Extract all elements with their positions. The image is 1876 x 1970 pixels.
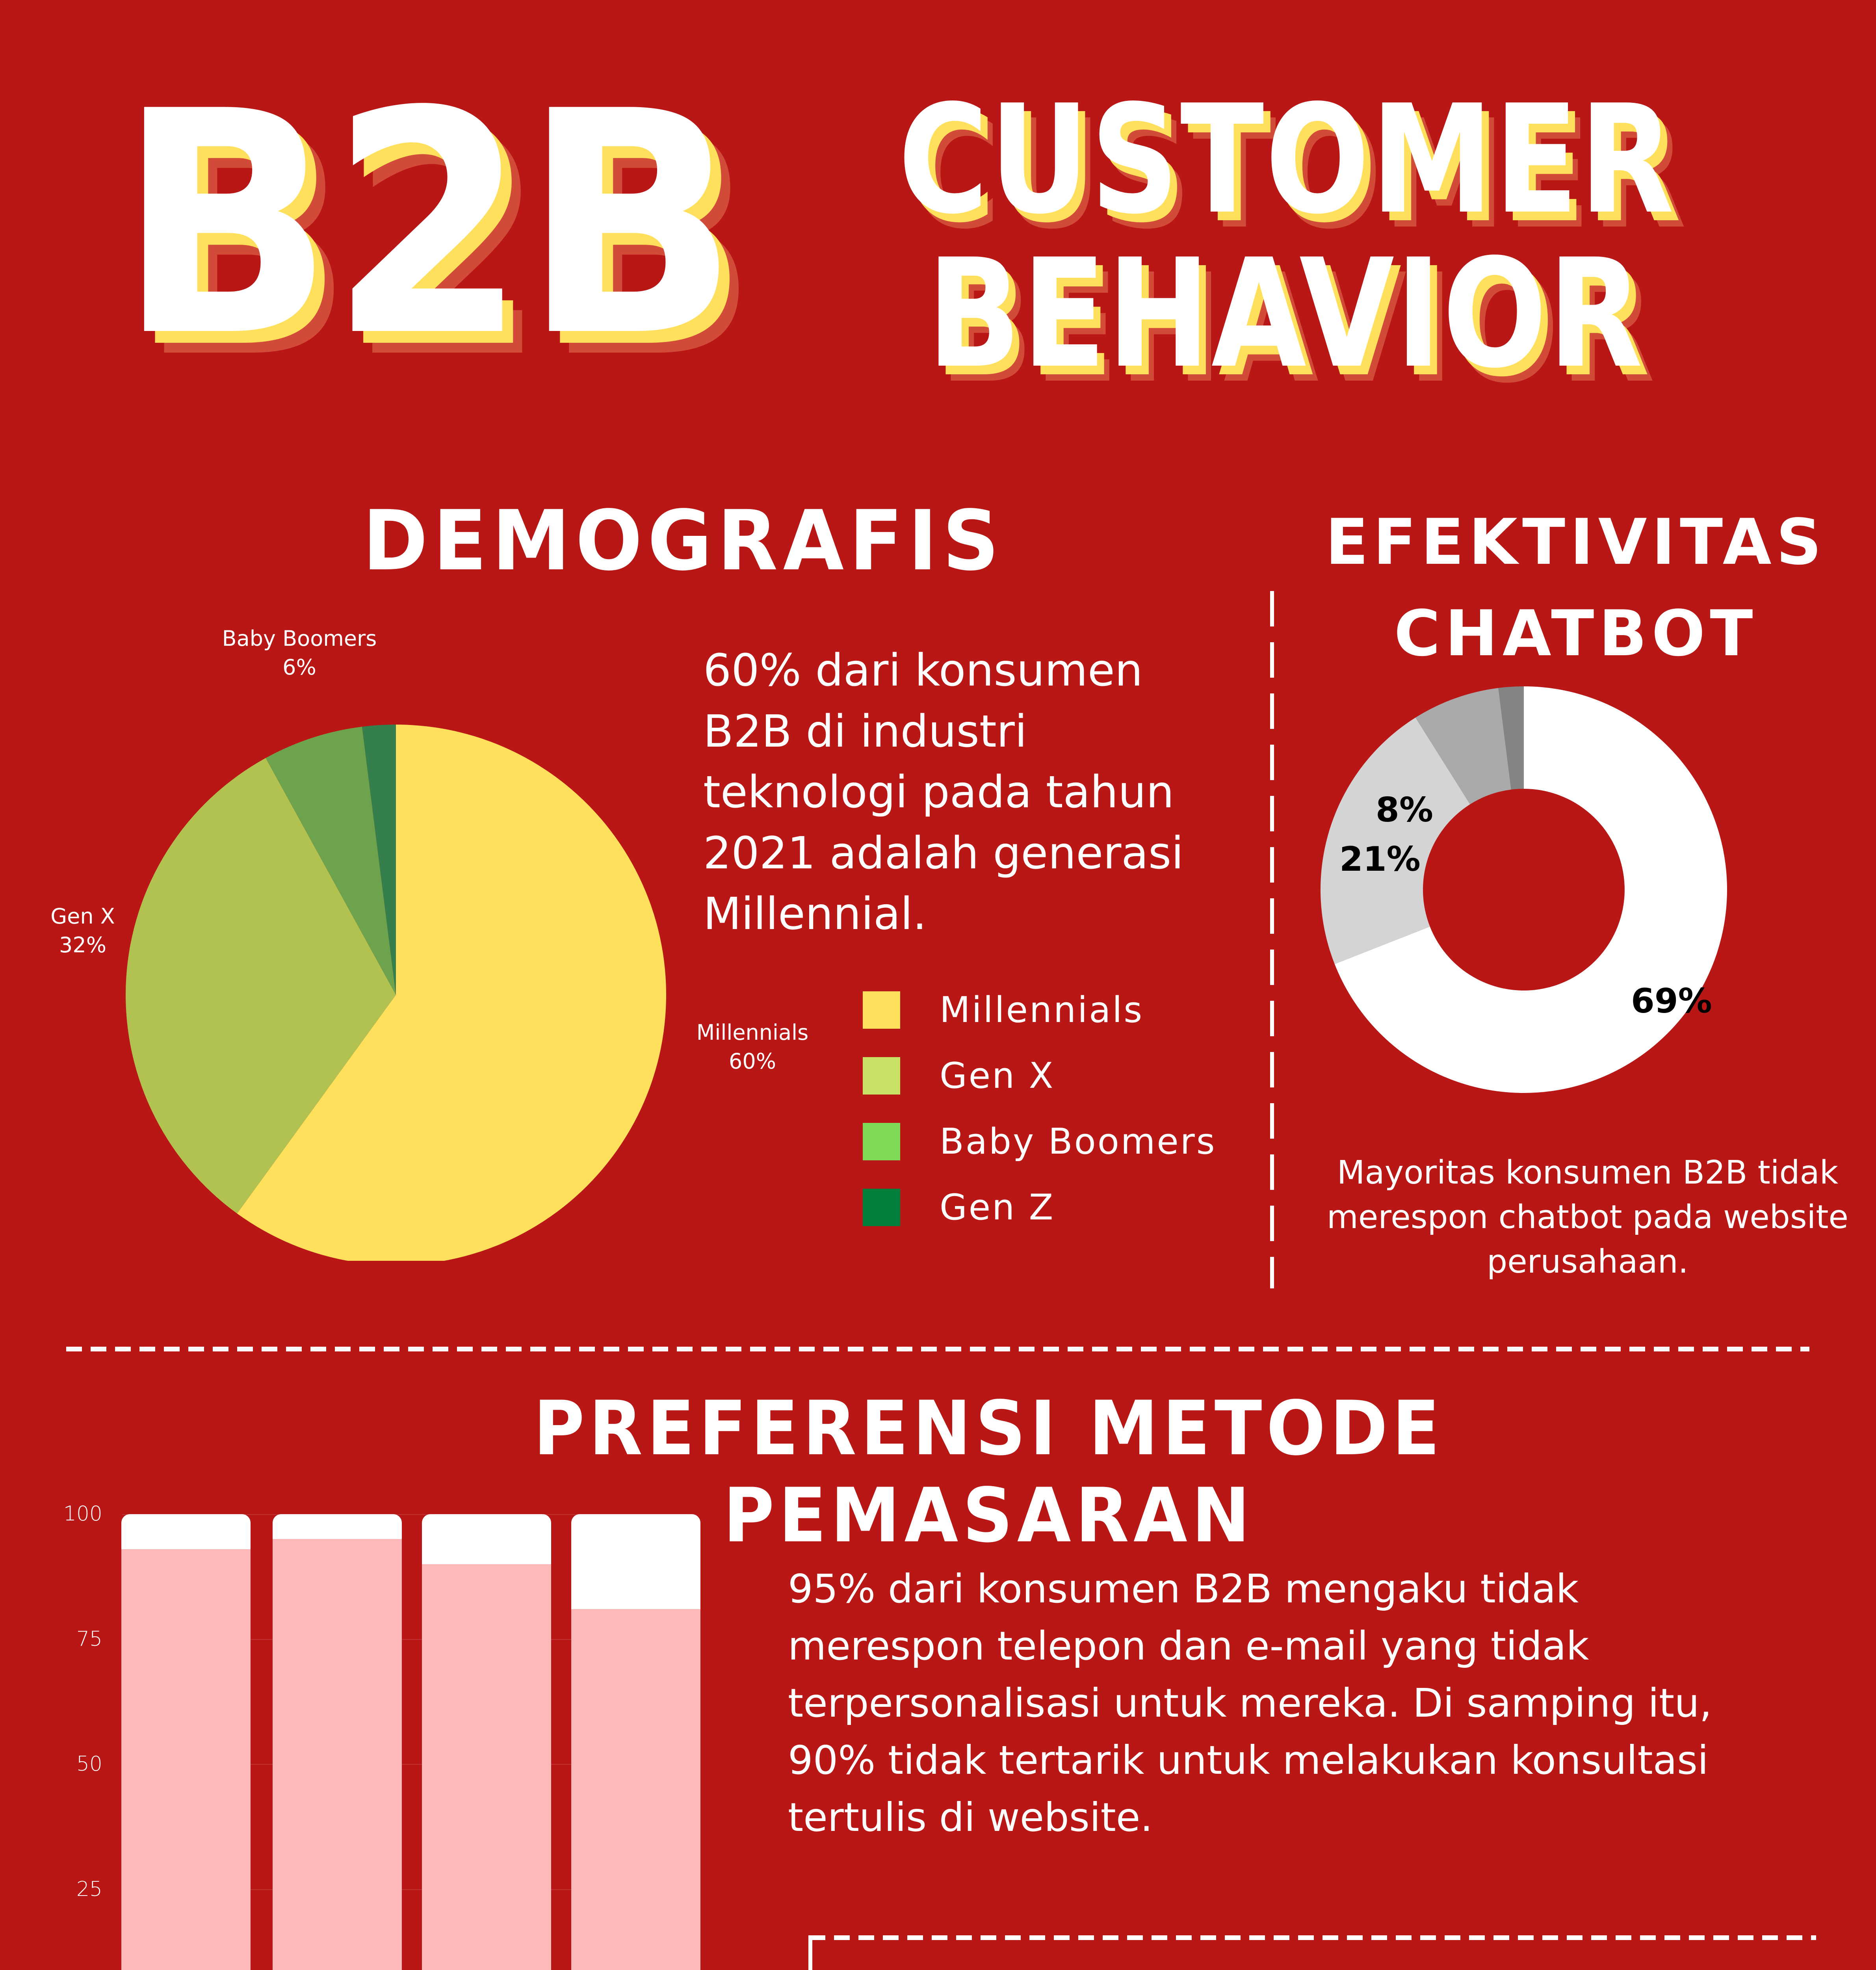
legend-swatch-icon: [863, 1189, 900, 1226]
pie-label-genx: Gen X 32%: [24, 902, 142, 960]
chatbot-donut-chart: 69% 21% 8%: [1320, 686, 1727, 1093]
vertical-divider: [1270, 591, 1274, 1288]
legend-item-babyboomers: Baby Boomers: [863, 1109, 1217, 1175]
section-divider: [66, 1347, 1809, 1351]
donut-slice-8: [1415, 688, 1511, 805]
title-b2b: B2B: [118, 46, 739, 403]
pie-label-value: 60%: [728, 1048, 776, 1074]
bracket-vertical-line: [808, 1935, 812, 1970]
chatbot-heading-line-1: EFEKTIVITAS: [1325, 505, 1826, 579]
demografis-legend: Millennials Gen X Baby Boomers Gen Z: [863, 977, 1217, 1240]
bar-cold-calls: [121, 1514, 251, 1970]
pie-slice-genz: [362, 725, 396, 995]
chatbot-description: Mayoritas konsumen B2B tidak merespon ch…: [1327, 1154, 1848, 1281]
donut-label-69: 69%: [1631, 981, 1712, 1021]
legend-swatch-icon: [863, 1123, 900, 1160]
pie-slice-genx: [125, 758, 396, 1214]
demografis-pie-chart: [125, 725, 666, 1261]
pie-slice-millennials: [237, 725, 666, 1261]
pie-label-value: 32%: [59, 932, 107, 957]
bar-segment-pink: [422, 1564, 551, 1970]
donut-slice-2: [1498, 686, 1524, 790]
legend-item-genx: Gen X: [863, 1043, 1217, 1109]
chatbot-heading-line-2: CHATBOT: [1394, 597, 1758, 670]
bar-email-umum: [273, 1514, 402, 1970]
legend-swatch-icon: [863, 991, 900, 1029]
y-tick: 100: [63, 1502, 102, 1526]
legend-item-genz: Gen Z: [863, 1175, 1217, 1240]
title-line-1: CUSTOMER: [898, 72, 1675, 247]
pie-slice-babyboomers: [266, 727, 396, 995]
donut-slice-21: [1320, 717, 1470, 964]
pemasaran-heading: PREFERENSI METODE PEMASARAN: [533, 1385, 1444, 1559]
demografis-heading: DEMOGRAFIS: [362, 492, 1005, 589]
pie-label-name: Gen X: [50, 904, 115, 929]
y-tick: 75: [76, 1627, 102, 1651]
legend-label: Gen X: [940, 1055, 1055, 1097]
legend-label: Gen Z: [940, 1187, 1055, 1228]
pie-label-millennials: Millennials 60%: [670, 1018, 835, 1076]
pie-label-name: Millennials: [696, 1020, 809, 1045]
legend-item-millennials: Millennials: [863, 977, 1217, 1043]
title-line-2: BEHAVIOR: [927, 227, 1644, 401]
title-customer-behavior: CUSTOMER BEHAVIOR: [898, 83, 1675, 391]
legend-label: Baby Boomers: [940, 1121, 1217, 1162]
pie-label-name: Baby Boomers: [222, 626, 377, 651]
bar-segment-pink: [571, 1609, 700, 1970]
pemasaran-bar-chart: 100 75 50 25 0 Cold calls E-mail umum Ch…: [59, 1502, 729, 1970]
donut-label-8: 8%: [1376, 790, 1433, 830]
donut-label-21: 21%: [1339, 840, 1421, 879]
y-tick: 25: [76, 1877, 102, 1901]
bar-segment-pink: [273, 1539, 402, 1970]
bar-segment-pink: [121, 1549, 251, 1970]
pie-label-babyboomers: Baby Boomers 6%: [205, 624, 394, 682]
demografis-description: 60% dari konsumen B2B di industri teknol…: [703, 645, 1184, 940]
bracket-top-line: [810, 1935, 1816, 1940]
pemasaran-description: 95% dari konsumen B2B mengaku tidak mere…: [788, 1566, 1712, 1840]
legend-swatch-icon: [863, 1057, 900, 1095]
legend-label: Millennials: [940, 989, 1144, 1031]
chatbot-heading: EFEKTIVITAS CHATBOT: [1300, 496, 1852, 679]
donut-slice-69: [1334, 686, 1727, 1093]
y-tick: 50: [76, 1752, 102, 1776]
pie-label-value: 6%: [282, 654, 316, 680]
bar-chatbot: [422, 1514, 551, 1970]
bar-iklan: [571, 1514, 700, 1970]
